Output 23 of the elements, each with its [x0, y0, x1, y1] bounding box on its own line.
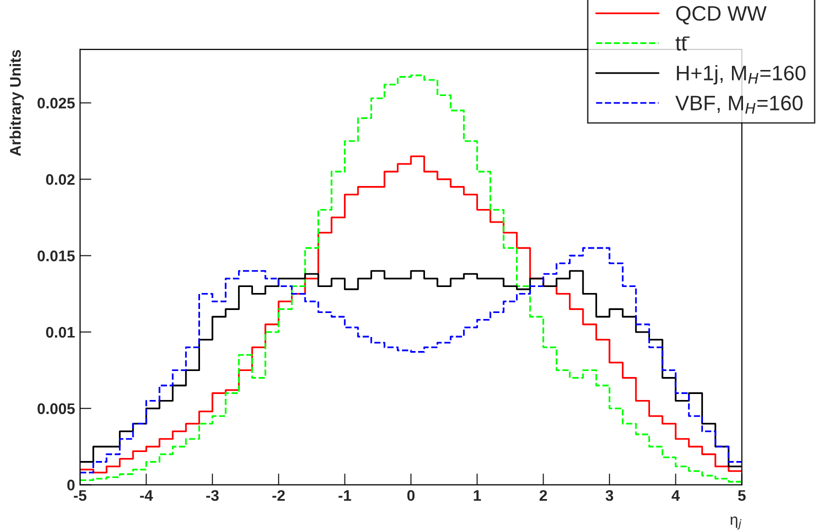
x-tick-label: 5	[738, 490, 746, 501]
y-tick-label: 0.015	[38, 250, 75, 262]
legend-label: VBF, M$_{H}$=160	[675, 96, 803, 114]
x-tick-label: 0	[407, 490, 415, 501]
y-tick-label: 0.01	[46, 326, 75, 338]
y-tick-label: 0.025	[38, 98, 75, 109]
y-tick-label: 0.02	[46, 174, 75, 185]
x-tick-label: 1	[474, 490, 481, 501]
legend-label: tt̄	[676, 36, 690, 51]
x-tick-label: -2	[272, 490, 285, 501]
x-tick-label: 4	[672, 490, 680, 501]
x-axis-title: η$_{j}$	[730, 516, 742, 530]
x-tick-label: -5	[74, 490, 86, 501]
x-tick-label: -4	[140, 490, 153, 501]
y-axis-title: Arbitrary Units	[10, 50, 24, 156]
x-tick-label: 2	[540, 490, 547, 501]
x-tick-label: 3	[606, 490, 614, 501]
y-tick-label: 0	[67, 480, 75, 490]
x-tick-label: -1	[338, 490, 352, 501]
x-tick-label: -3	[206, 490, 219, 501]
y-tick-label: 0.005	[38, 403, 75, 414]
legend-label: QCD WW	[676, 6, 767, 24]
legend-label: H+1j, M$_{H}$=160	[676, 65, 806, 85]
